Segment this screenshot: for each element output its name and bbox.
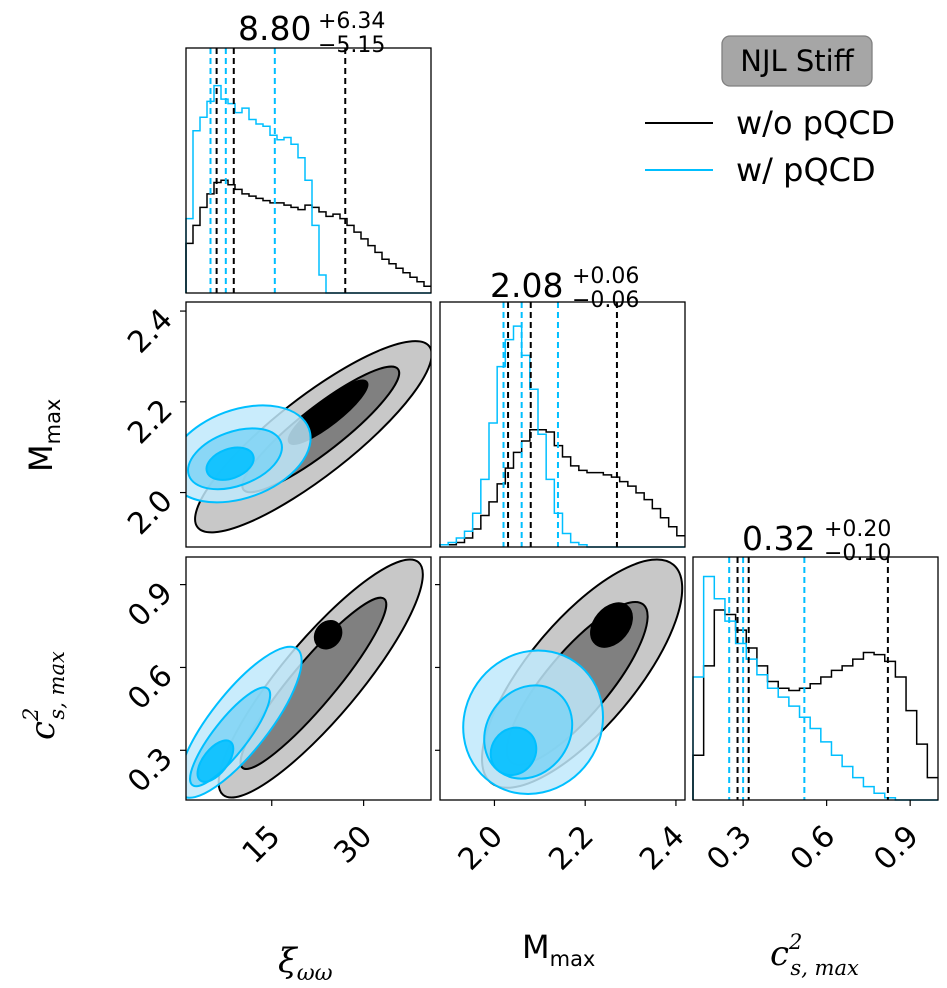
hist-cs2_max-black [692,609,938,800]
title-cs2-minus: −0.10 [824,541,891,566]
hist-M_max-black [439,429,685,547]
contours-xi-vs-mmax [186,340,431,534]
xtick-label-M_max-1: 2.2 [542,819,600,877]
contours-xi-vs-cs2 [186,558,424,799]
xtick-label-M_max-0: 2.0 [452,819,510,877]
panel-xi-vs-mmax [185,301,432,548]
title-cs2: 0.32 [742,519,815,558]
ytick-label-cs2_max-2: 0.9 [121,576,179,634]
hist-xi_ww-blue [185,84,431,294]
title-mmax-plus: +0.06 [572,264,639,289]
badge-label: NJL Stiff [740,44,854,78]
xlabel-mmax: Mmax [522,928,595,971]
hist-M_max-blue [439,325,685,548]
panel-xi-vs-cs2 [185,556,432,801]
title-mmax: 2.08 [490,266,563,305]
ytick-label-M_max-0: 2.0 [121,483,179,541]
xlabel-cs2: c2 s, max [770,930,859,980]
xtick-label-xi_ww-0: 15 [236,819,288,871]
panel-diag-M_max [439,301,686,548]
panel-mmax-vs-cs2 [439,556,686,801]
contour-xi-vs-cs2-blue-2 [196,739,235,783]
xlabel-xi: ξωω [278,941,333,986]
xtick-label-cs2_max-1: 0.6 [784,819,842,877]
legend-label-black: w/o pQCD [736,104,895,142]
title-xi-plus: +6.34 [318,9,385,34]
title-xi-minus: −5.15 [318,33,385,58]
ylabel-mmax: Mmax [22,399,65,472]
ylabel-cs2: c2s, max [19,651,69,740]
title-xi: 8.80 [238,9,311,48]
title-mmax-minus: −0.06 [572,288,639,313]
xtick-label-cs2_max-0: 0.3 [700,819,758,877]
xtick-label-xi_ww-1: 30 [328,819,380,871]
xtick-label-M_max-2: 2.4 [633,819,691,877]
hist-xi_ww-black [185,179,431,293]
legend-label-blue: w/ pQCD [736,151,876,189]
badge-box [721,35,873,87]
contour-mmax-vs-cs2-black-2 [590,602,633,648]
ytick-label-cs2_max-0: 0.3 [121,741,179,799]
panel-diag-cs2_max [692,556,939,801]
xtick-label-cs2_max-2: 0.9 [867,819,925,877]
ytick-label-M_max-2: 2.4 [121,302,179,360]
panels: 15 30 2.0 2.2 2.4 0.3 0.6 0.92.02.22.40.30.60.9 [121,47,939,877]
contours-mmax-vs-cs2 [462,558,684,795]
contour-mmax-vs-cs2-blue-2 [489,726,538,777]
title-cs2-plus: +0.20 [824,517,891,542]
ytick-label-cs2_max-1: 0.6 [121,658,179,716]
panel-diag-xi_ww [185,47,432,294]
contour-xi-vs-mmax-blue-2 [205,446,255,481]
ytick-label-M_max-1: 2.2 [121,393,179,451]
contour-xi-vs-cs2-black-2 [313,620,343,650]
